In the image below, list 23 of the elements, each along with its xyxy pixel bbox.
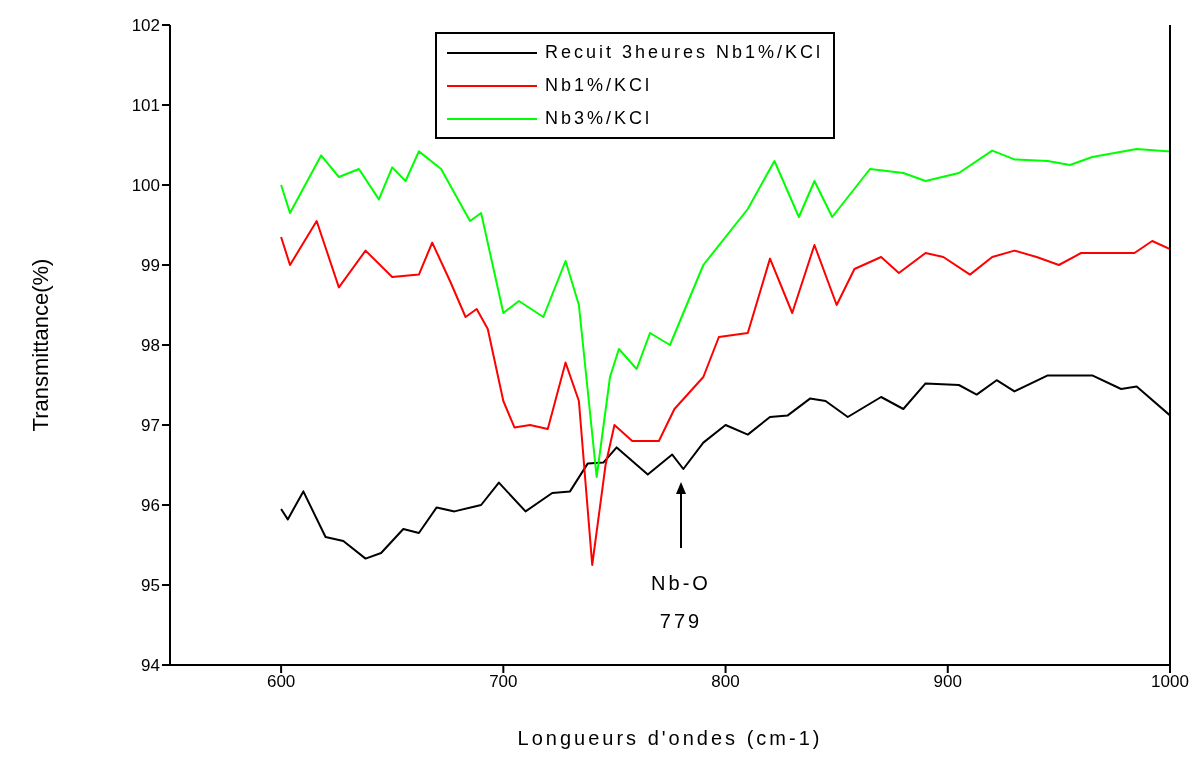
y-axis-title: Transmittance(%)	[27, 258, 53, 432]
x-axis-title: Longueurs d'ondes (cm-1)	[517, 727, 823, 749]
y-tick-label: 95	[141, 576, 160, 596]
line-series	[280, 148, 1170, 478]
legend-label: Nb3%/KCl	[545, 108, 653, 129]
x-tick-label: 800	[711, 672, 740, 692]
y-tick-label: 97	[141, 416, 160, 436]
legend-label: Recuit 3heures Nb1%/KCl	[545, 42, 824, 63]
annotation: Nb-O	[651, 572, 711, 594]
annotation: 779	[659, 610, 703, 632]
line-series	[280, 220, 1170, 566]
y-tick-label: 99	[141, 256, 160, 276]
y-tick-label: 98	[141, 336, 160, 356]
y-tick-label: 94	[141, 656, 160, 676]
y-tick-label: 101	[131, 96, 160, 116]
x-tick-label: 600	[266, 672, 296, 692]
x-tick-label: 900	[933, 672, 962, 692]
x-tick-label: 1000	[1151, 672, 1189, 692]
x-tick-label: 700	[489, 672, 518, 692]
y-tick-label: 100	[131, 176, 160, 196]
y-tick-label: 102	[131, 16, 160, 36]
legend-label: Nb1%/KCl	[545, 75, 653, 96]
y-tick-label: 96	[141, 496, 160, 516]
